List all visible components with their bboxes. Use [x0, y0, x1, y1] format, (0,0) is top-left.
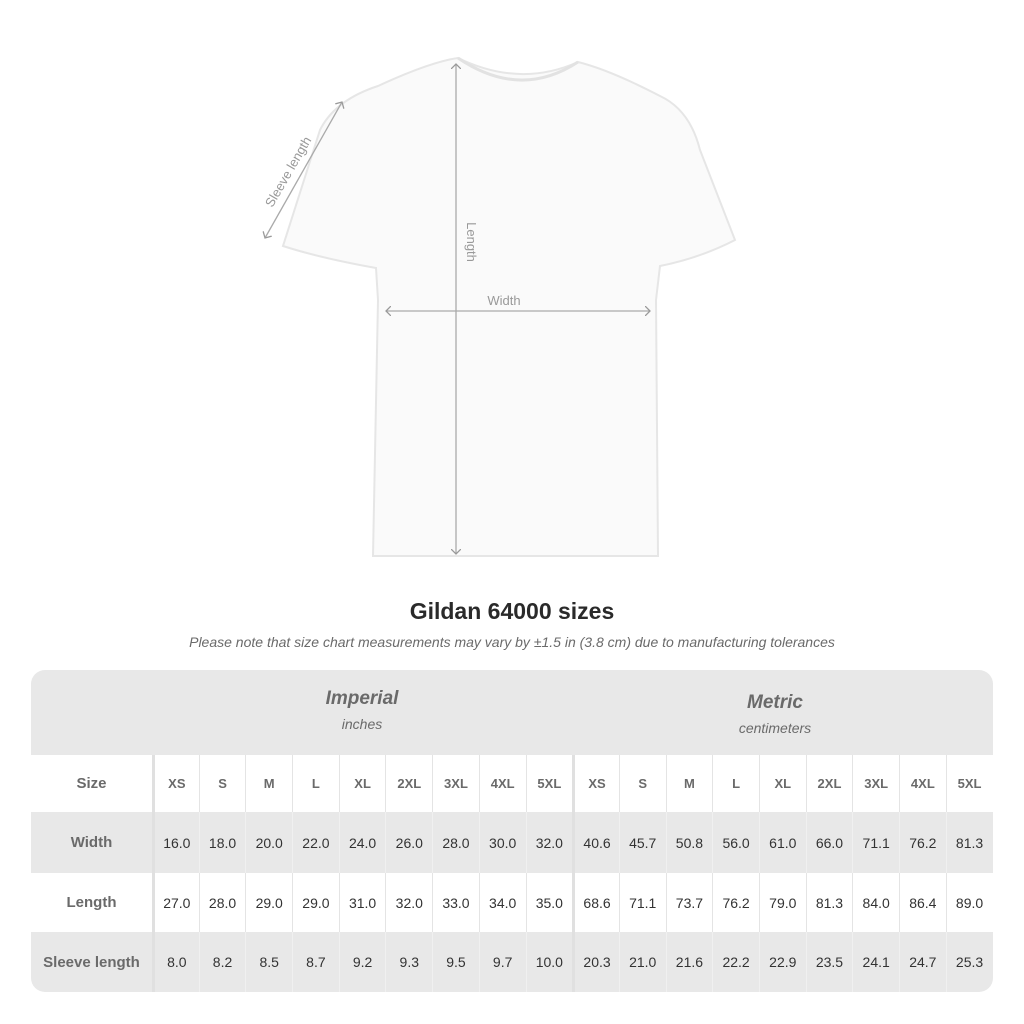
imperial-title: Imperial: [325, 688, 399, 709]
size-header-cell: 5XL: [525, 755, 573, 812]
table-cell: 81.3: [945, 812, 993, 873]
table-cell: 24.0: [338, 812, 386, 873]
table-cell: 8.5: [245, 932, 292, 992]
table-cell: 40.6: [572, 812, 619, 873]
table-cell: 86.4: [899, 873, 946, 932]
table-cell: 23.5: [805, 932, 853, 992]
size-header-cell: 4XL: [478, 755, 526, 812]
table-cell: 32.0: [385, 873, 432, 932]
size-table: Imperial inches Metric centimeters Size …: [31, 670, 993, 992]
table-cell: 21.6: [665, 932, 713, 992]
table-cell: 24.7: [899, 932, 946, 992]
size-header-cell: 3XL: [852, 755, 899, 812]
table-cell: 9.7: [478, 932, 526, 992]
table-cell: 68.6: [572, 873, 619, 932]
table-row: Sleeve length 8.0 8.2 8.5 8.7 9.2 9.3 9.5 9.7 10.…: [31, 932, 993, 992]
table-cell: 9.3: [385, 932, 432, 992]
table-cell: 9.5: [432, 932, 479, 992]
tshirt-diagram: Sleeve length Length Width: [262, 56, 737, 557]
table-cell: 22.0: [292, 812, 339, 873]
size-header-cell: XL: [338, 755, 386, 812]
table-cell: 45.7: [618, 812, 666, 873]
size-header-cell: L: [292, 755, 339, 812]
size-header-cell: XS: [572, 755, 619, 812]
table-cell: 27.0: [152, 873, 199, 932]
imperial-unit: inches: [341, 716, 383, 732]
table-row: Length 27.0 28.0 29.0 29.0 31.0 32.0 33.0 34.0 35…: [31, 873, 993, 932]
size-header-cell: M: [665, 755, 713, 812]
table-cell: 76.2: [712, 873, 759, 932]
size-header-cell: XL: [758, 755, 806, 812]
width-label: Width: [487, 293, 520, 308]
table-cell: 20.3: [572, 932, 619, 992]
table-row: Width 16.0 18.0 20.0 22.0 24.0 26.0 28.0 30.0 32.…: [31, 812, 993, 873]
size-header-cell: S: [198, 755, 246, 812]
table-cell: 35.0: [525, 873, 573, 932]
table-cell: 71.1: [618, 873, 666, 932]
table-cell: 16.0: [152, 812, 199, 873]
imperial-header: Imperial inches: [152, 670, 572, 754]
size-header-cell: S: [618, 755, 666, 812]
table-cell: 79.0: [758, 873, 806, 932]
metric-unit: centimeters: [738, 720, 812, 736]
table-cell: 18.0: [198, 812, 246, 873]
table-cell: 31.0: [338, 873, 386, 932]
size-label: Size: [76, 775, 107, 792]
table-cell: 33.0: [432, 873, 479, 932]
tolerance-note: Please note that size chart measurements…: [189, 634, 835, 650]
size-row: Size XS S M L XL 2XL 3XL 4XL 5XL XS S M L XL 2XL 3XL 4XL…: [31, 755, 993, 812]
table-cell: 56.0: [712, 812, 759, 873]
table-cell: 20.0: [245, 812, 292, 873]
size-header-cell: XS: [152, 755, 199, 812]
length-label: Length: [464, 222, 479, 262]
table-cell: 50.8: [665, 812, 713, 873]
table-cell: 22.9: [758, 932, 806, 992]
table-cell: 76.2: [899, 812, 946, 873]
row-label: Sleeve length: [43, 953, 140, 971]
table-cell: 24.1: [852, 932, 899, 992]
table-cell: 32.0: [525, 812, 573, 873]
table-cell: 34.0: [478, 873, 526, 932]
table-cell: 26.0: [385, 812, 432, 873]
table-cell: 66.0: [805, 812, 853, 873]
table-cell: 29.0: [245, 873, 292, 932]
size-header-cell: L: [712, 755, 759, 812]
table-cell: 71.1: [852, 812, 899, 873]
size-header-cell: 3XL: [432, 755, 479, 812]
table-cell: 73.7: [665, 873, 713, 932]
table-cell: 30.0: [478, 812, 526, 873]
metric-header: Metric centimeters: [572, 674, 978, 758]
table-cell: 28.0: [432, 812, 479, 873]
row-label: Length: [66, 894, 117, 911]
table-cell: 10.0: [525, 932, 573, 992]
size-header-cell: M: [245, 755, 292, 812]
size-chart-title: Gildan 64000 sizes: [409, 598, 615, 624]
sleeve-line: [265, 102, 342, 238]
size-header-cell: 2XL: [385, 755, 432, 812]
table-cell: 61.0: [758, 812, 806, 873]
table-cell: 89.0: [945, 873, 993, 932]
table-cell: 9.2: [338, 932, 386, 992]
size-header-cell: 2XL: [805, 755, 853, 812]
table-cell: 29.0: [292, 873, 339, 932]
table-cell: 25.3: [945, 932, 993, 992]
table-cell: 22.2: [712, 932, 759, 992]
size-header-cell: 4XL: [899, 755, 946, 812]
table-cell: 21.0: [618, 932, 666, 992]
table-cell: 8.7: [292, 932, 339, 992]
table-cell: 84.0: [852, 873, 899, 932]
table-cell: 8.0: [152, 932, 199, 992]
table-cell: 81.3: [805, 873, 853, 932]
table-cell: 28.0: [198, 873, 246, 932]
row-label: Width: [70, 834, 113, 851]
metric-title: Metric: [747, 692, 803, 713]
size-header-cell: 5XL: [945, 755, 993, 812]
table-cell: 8.2: [198, 932, 246, 992]
